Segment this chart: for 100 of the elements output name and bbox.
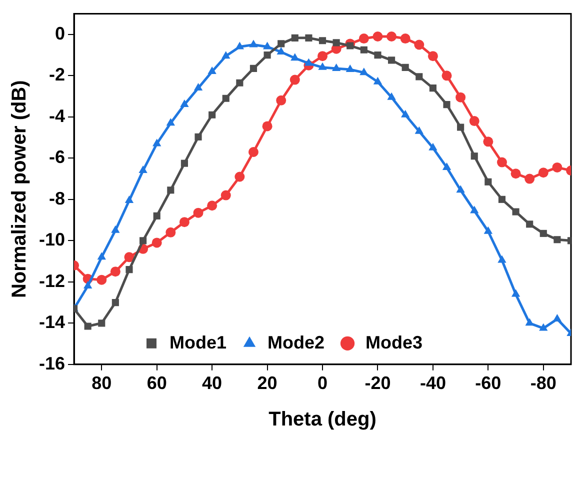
point (498, 255, 506, 263)
point (428, 142, 438, 150)
point (138, 166, 148, 174)
point (401, 110, 410, 118)
y-tick-label: -16 (39, 353, 66, 374)
point (179, 217, 190, 228)
y-tick-label: -4 (49, 106, 66, 126)
point (538, 168, 548, 178)
point (84, 322, 92, 330)
point (386, 31, 397, 42)
point (126, 266, 133, 274)
point (264, 52, 271, 59)
point (470, 206, 479, 214)
y-tick-label: -12 (39, 270, 66, 291)
legend-label: Mode3 (366, 332, 423, 352)
point (249, 40, 258, 48)
x-tick-label: 20 (257, 373, 278, 394)
y-tick-label: -8 (49, 188, 66, 208)
point (346, 64, 354, 72)
point (442, 70, 452, 81)
point (208, 111, 216, 118)
point (124, 252, 134, 262)
point (456, 185, 465, 193)
point (470, 152, 478, 160)
point (428, 51, 438, 62)
point (193, 208, 204, 218)
point (539, 323, 548, 331)
point (429, 84, 436, 92)
point (373, 76, 382, 84)
point (290, 53, 300, 61)
point (443, 101, 450, 108)
point (414, 40, 424, 50)
point (262, 121, 272, 132)
point (276, 46, 286, 54)
point (524, 174, 535, 184)
point (360, 68, 368, 76)
point (180, 100, 189, 108)
point (332, 63, 341, 71)
point (456, 92, 466, 102)
point (484, 226, 492, 234)
point (360, 46, 368, 54)
point (416, 73, 423, 80)
x-tick-label: 60 (146, 373, 167, 394)
x-tick-label: 80 (92, 373, 112, 394)
point (498, 196, 506, 203)
point (208, 66, 216, 74)
y-tick-label: -6 (49, 147, 66, 168)
point (387, 92, 396, 100)
point (236, 79, 244, 86)
point (111, 225, 120, 233)
point (442, 162, 452, 170)
point (166, 118, 175, 126)
point (110, 266, 120, 277)
y-tick-label: -14 (39, 312, 66, 332)
point (512, 208, 520, 216)
point (358, 34, 369, 44)
point (318, 37, 326, 44)
point (540, 230, 547, 237)
point (484, 178, 492, 186)
point (167, 186, 174, 194)
point (220, 190, 231, 200)
point (112, 298, 119, 306)
point (222, 51, 230, 59)
point (318, 62, 327, 70)
point (332, 39, 340, 46)
point (318, 51, 328, 62)
point (180, 160, 188, 167)
point (290, 74, 300, 85)
point (388, 56, 396, 64)
point (278, 40, 285, 48)
point (276, 95, 286, 106)
point (262, 42, 272, 50)
point (152, 238, 162, 248)
point (248, 146, 258, 157)
point (304, 58, 314, 66)
y-tick-label: 0 (55, 23, 66, 44)
x-tick-label: -80 (530, 373, 556, 394)
point (250, 64, 258, 72)
point (510, 168, 521, 179)
point (96, 274, 107, 285)
point (526, 220, 534, 228)
point (235, 42, 244, 50)
point (124, 195, 134, 203)
point (98, 320, 106, 327)
point (483, 136, 494, 147)
y-axis-title: Normalized power (dB) (8, 80, 31, 298)
x-tick-label: 40 (202, 373, 222, 394)
legend-label: Mode2 (268, 332, 325, 352)
point (166, 227, 176, 238)
point (552, 162, 562, 172)
point (402, 64, 409, 71)
point (511, 289, 520, 297)
point (305, 34, 312, 42)
point (194, 133, 202, 140)
point (457, 124, 464, 131)
point (291, 34, 298, 42)
point (414, 126, 424, 134)
legend-label: Mode1 (170, 332, 227, 352)
point (194, 83, 203, 91)
point (346, 42, 354, 50)
